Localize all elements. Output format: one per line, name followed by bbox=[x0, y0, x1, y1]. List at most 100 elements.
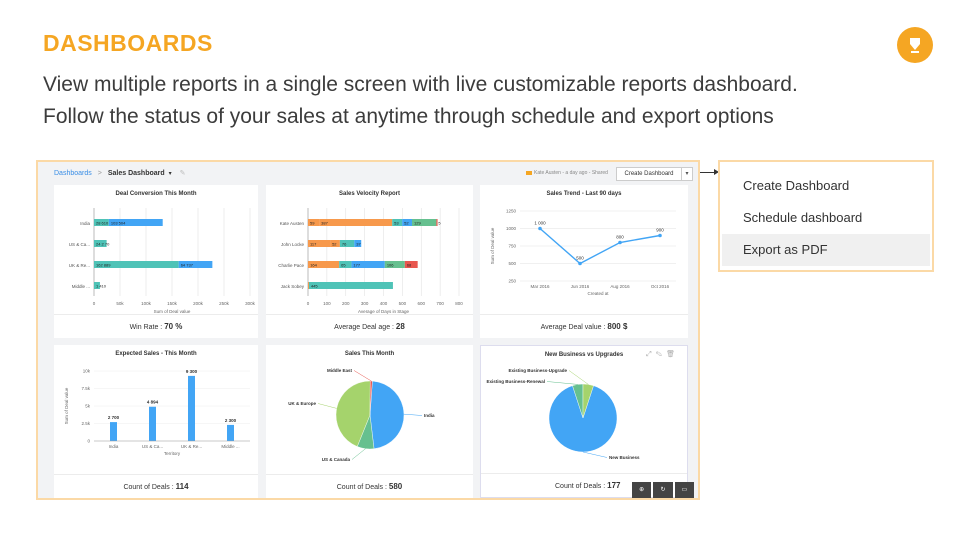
slide-subtitle: View multiple reports in a single screen… bbox=[43, 69, 798, 133]
pie-slice bbox=[335, 380, 371, 447]
trash-icon[interactable]: 🗑 bbox=[666, 351, 679, 358]
card-title: Sales Trend - Last 90 days bbox=[546, 191, 622, 197]
data-point bbox=[618, 240, 622, 245]
footer-label: Average Deal age : bbox=[334, 324, 396, 331]
footer-value: 177 bbox=[607, 481, 621, 490]
breadcrumb: Dashboards > Sales Dashboard ▾ ✎ bbox=[54, 169, 185, 177]
data-label: 800 bbox=[616, 235, 624, 240]
bar-segment bbox=[354, 240, 362, 247]
refresh-icon[interactable]: ↻ bbox=[653, 482, 673, 498]
category-label: John Locke bbox=[281, 242, 305, 247]
dropdown-caret-button[interactable]: ▾ bbox=[681, 167, 693, 181]
category-label: Middle ... bbox=[72, 284, 90, 289]
data-label: 9 300 bbox=[186, 369, 198, 374]
segment-label: 52 bbox=[332, 242, 337, 247]
y-axis-label: Sum of Deal value bbox=[64, 387, 69, 424]
segment-label: 76 bbox=[342, 242, 347, 247]
bar bbox=[227, 424, 234, 441]
x-tick-label: 100k bbox=[141, 301, 152, 306]
y-tick-label: 10k bbox=[83, 369, 91, 374]
menu-item-create-dashboard[interactable]: Create Dashboard bbox=[743, 178, 850, 193]
segment-label: 28 610 bbox=[96, 221, 109, 226]
category-label: Jack Sobey bbox=[281, 284, 305, 289]
bar-segment bbox=[308, 240, 331, 247]
leader-line bbox=[351, 448, 366, 460]
card-title: Deal Conversion This Month bbox=[115, 191, 197, 197]
segment-label: 37 bbox=[356, 242, 361, 247]
owner-text: Kate Austen - a day ago - Shared bbox=[534, 170, 608, 176]
card-sales-velocity[interactable]: Sales Velocity Report 0 100 200 300 400 500 60… bbox=[266, 185, 473, 338]
chevron-down-icon[interactable]: ▾ bbox=[168, 171, 172, 177]
card-sales-trend[interactable]: Sales Trend - Last 90 days 1250 1000 750 50… bbox=[480, 185, 688, 338]
segment-label: 387 bbox=[321, 221, 328, 226]
x-axis-label: Territory bbox=[164, 451, 181, 456]
x-tick-label: 250k bbox=[219, 301, 230, 306]
bar-segment bbox=[94, 219, 109, 226]
segment-label: 445 bbox=[311, 284, 318, 289]
bar bbox=[149, 406, 156, 441]
x-tick-label: Aug 2016 bbox=[610, 284, 630, 289]
x-tick-label: Mar 2016 bbox=[530, 284, 550, 289]
bar-segment bbox=[330, 240, 340, 247]
owner-color-dot bbox=[526, 170, 532, 175]
card-expected-sales[interactable]: Expected Sales - This Month 10k 7.5k 5k 2.5… bbox=[54, 345, 258, 498]
sales-velocity-chart: 0 100 200 300 400 500 600 700 800 Kate Austen 59 38… bbox=[278, 208, 463, 314]
pencil-icon[interactable]: ✎ bbox=[179, 170, 186, 177]
x-tick-label: 300 bbox=[361, 301, 369, 306]
menu-item-schedule-dashboard[interactable]: Schedule dashboard bbox=[743, 210, 863, 225]
y-tick-label: 750 bbox=[508, 244, 516, 249]
x-tick-label: 800 bbox=[455, 301, 463, 306]
pin-icon[interactable]: ⊕ bbox=[632, 482, 652, 498]
card-sales-this-month[interactable]: Sales This Month India US & Canada UK & Eu… bbox=[266, 345, 473, 498]
card-actions: ⤢✎🗑 bbox=[646, 350, 679, 359]
data-point bbox=[578, 261, 582, 266]
slice-label: India bbox=[424, 413, 435, 418]
footer-label: Average Deal value : bbox=[540, 324, 608, 331]
subtitle-line-1: View multiple reports in a single screen… bbox=[43, 73, 798, 96]
bar-segment bbox=[308, 282, 393, 289]
bar-segment bbox=[178, 261, 213, 268]
card-deal-conversion[interactable]: Deal Conversion This Month 0 50k 100k 150k 2… bbox=[54, 185, 258, 338]
slice-label: UK & Europe bbox=[288, 401, 316, 406]
leader-line bbox=[317, 403, 337, 409]
logo-icon bbox=[897, 27, 933, 63]
expand-icon[interactable]: ⤢ bbox=[646, 351, 656, 358]
bar-segment bbox=[339, 261, 352, 268]
y-tick-label: 0 bbox=[87, 439, 90, 444]
create-dashboard-button[interactable]: Create Dashboard bbox=[616, 167, 682, 181]
footer-label: Count of Deals : bbox=[123, 484, 176, 491]
monitor-icon[interactable]: ▭ bbox=[674, 482, 694, 498]
footer-value: 70 % bbox=[164, 322, 183, 331]
card-footer: Win Rate : 70 % bbox=[54, 314, 258, 338]
segment-label: 59 bbox=[310, 221, 315, 226]
breadcrumb-dashboards-link[interactable]: Dashboards bbox=[54, 170, 92, 177]
breadcrumb-current[interactable]: Sales Dashboard bbox=[107, 170, 165, 177]
x-tick-label: Jun 2016 bbox=[571, 284, 590, 289]
card-title: New Business vs Upgrades bbox=[544, 352, 624, 358]
bar-segment bbox=[108, 219, 163, 226]
data-point bbox=[538, 226, 542, 231]
card-title: Expected Sales - This Month bbox=[115, 351, 197, 357]
dashboard-frame: Dashboards > Sales Dashboard ▾ ✎ Kate Aust… bbox=[36, 160, 700, 500]
card-title: Sales This Month bbox=[344, 351, 395, 357]
bar-segment bbox=[404, 261, 418, 268]
footer-label: Count of Deals : bbox=[336, 484, 389, 491]
data-label: 4 894 bbox=[147, 400, 159, 405]
card-new-business[interactable]: New Business vs Upgrades ⤢✎🗑 New Busines… bbox=[480, 345, 688, 498]
footer-label: Count of Deals : bbox=[555, 483, 608, 490]
x-tick-label: 300k bbox=[245, 301, 256, 306]
card-footer: Average Deal value : 800 $ bbox=[480, 314, 688, 338]
slice-label: Middle East bbox=[327, 368, 353, 373]
slice-label: Existing Business-Upgrade bbox=[508, 368, 567, 373]
bar bbox=[110, 422, 117, 441]
category-label: US & Ca... bbox=[69, 242, 90, 247]
pencil-icon[interactable]: ✎ bbox=[655, 351, 667, 358]
x-tick-label: 100 bbox=[323, 301, 331, 306]
menu-item-export-pdf[interactable]: Export as PDF bbox=[722, 234, 930, 266]
leader-line bbox=[353, 370, 372, 382]
card-title: Sales Velocity Report bbox=[338, 191, 401, 197]
category-label: India bbox=[109, 444, 119, 449]
y-tick-label: 2.5k bbox=[81, 421, 90, 426]
bar-segment bbox=[308, 261, 340, 268]
leader-line bbox=[546, 381, 578, 385]
